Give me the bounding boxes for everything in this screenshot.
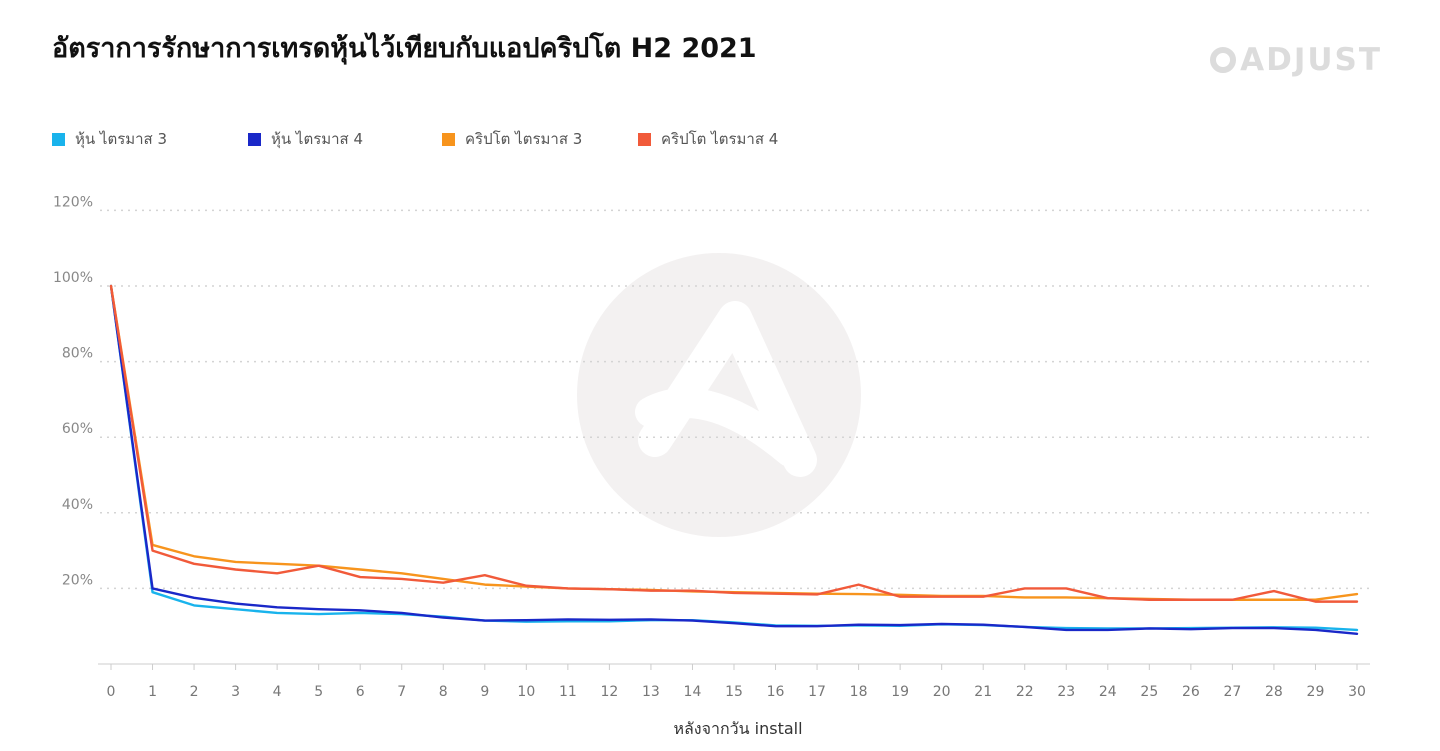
legend-label-crypto-q3: คริปโต ไตรมาส 3 (465, 130, 583, 148)
x-tick-label: 5 (314, 684, 323, 700)
legend-swatch-crypto-q4 (638, 132, 651, 146)
x-tick-label: 13 (642, 684, 660, 700)
legend-swatch-crypto-q3 (442, 132, 455, 146)
series-lines (109, 284, 1359, 635)
x-tick-label: 26 (1182, 684, 1200, 700)
legend-label-crypto-q4: คริปโต ไตรมาส 4 (661, 130, 779, 148)
x-tick-label: 1 (148, 684, 157, 700)
x-axis: 0 1 2 3 4 5 6 7 8 9 10 11 12 13 14 15 16 17 18 19 20 21 22 23 24… (98, 663, 1370, 700)
x-tick-label: 15 (725, 684, 743, 700)
x-tick-label: 23 (1057, 684, 1075, 700)
x-axis-title: หลังจากวัน install (673, 719, 802, 738)
brand-name: ADJUST (1240, 42, 1382, 78)
chart-legend: หุ้น ไตรมาส 3 หุ้น ไตรมาส 4 คริปโต ไตรมา… (52, 128, 838, 150)
y-axis: 20% 40% 60% 80% 100% 120% (53, 194, 93, 588)
series-line-1 (109, 284, 1359, 635)
chart-title: อัตราการรักษาการเทรดหุ้นไว้เทียบกับแอปคร… (52, 33, 757, 64)
x-tick-label: 28 (1265, 684, 1283, 700)
x-tick-label: 21 (974, 684, 992, 700)
x-tick-label: 7 (397, 684, 406, 700)
y-tick-label: 80% (62, 346, 93, 362)
x-tick-label: 25 (1140, 684, 1158, 700)
adjust-watermark-icon (577, 253, 861, 537)
legend-swatch-stock-q3 (52, 132, 65, 146)
x-tick-label: 19 (891, 684, 909, 700)
legend-label-stock-q3: หุ้น ไตรมาส 3 (75, 130, 168, 148)
x-tick-label: 27 (1223, 684, 1241, 700)
x-tick-label: 30 (1348, 684, 1366, 700)
x-tick-label: 9 (480, 684, 489, 700)
legend-item-stock-q4: หุ้น ไตรมาส 4 (248, 127, 442, 151)
y-tick-label: 60% (62, 421, 93, 437)
x-tick-label: 12 (600, 684, 618, 700)
x-tick-label: 0 (107, 684, 116, 700)
x-tick-label: 16 (767, 684, 785, 700)
x-tick-label: 8 (439, 684, 448, 700)
x-tick-label: 6 (356, 684, 365, 700)
x-tick-label: 11 (559, 684, 577, 700)
x-tick-label: 29 (1307, 684, 1325, 700)
legend-item-stock-q3: หุ้น ไตรมาส 3 (52, 127, 248, 151)
adjust-logo-icon (1210, 47, 1237, 73)
x-tick-label: 17 (808, 684, 826, 700)
y-tick-label: 40% (62, 497, 93, 513)
x-tick-label: 4 (273, 684, 282, 700)
x-tick-label: 14 (684, 684, 702, 700)
x-tick-label: 24 (1099, 684, 1117, 700)
y-tick-label: 100% (53, 270, 93, 286)
legend-item-crypto-q3: คริปโต ไตรมาส 3 (442, 127, 638, 151)
x-tick-label: 2 (190, 684, 199, 700)
x-tick-label: 18 (850, 684, 868, 700)
legend-swatch-stock-q4 (248, 132, 261, 146)
series-line-3 (109, 284, 1359, 603)
grid-lines (100, 209, 1372, 590)
x-tick-label: 20 (933, 684, 951, 700)
y-tick-label: 120% (53, 194, 93, 210)
brand-logo: ADJUST (1210, 42, 1382, 78)
x-tick-label: 10 (517, 684, 535, 700)
y-tick-label: 20% (62, 572, 93, 588)
legend-item-crypto-q4: คริปโต ไตรมาส 4 (638, 127, 838, 151)
legend-label-stock-q4: หุ้น ไตรมาส 4 (271, 130, 364, 148)
x-tick-label: 3 (231, 684, 240, 700)
x-tick-label: 22 (1016, 684, 1034, 700)
